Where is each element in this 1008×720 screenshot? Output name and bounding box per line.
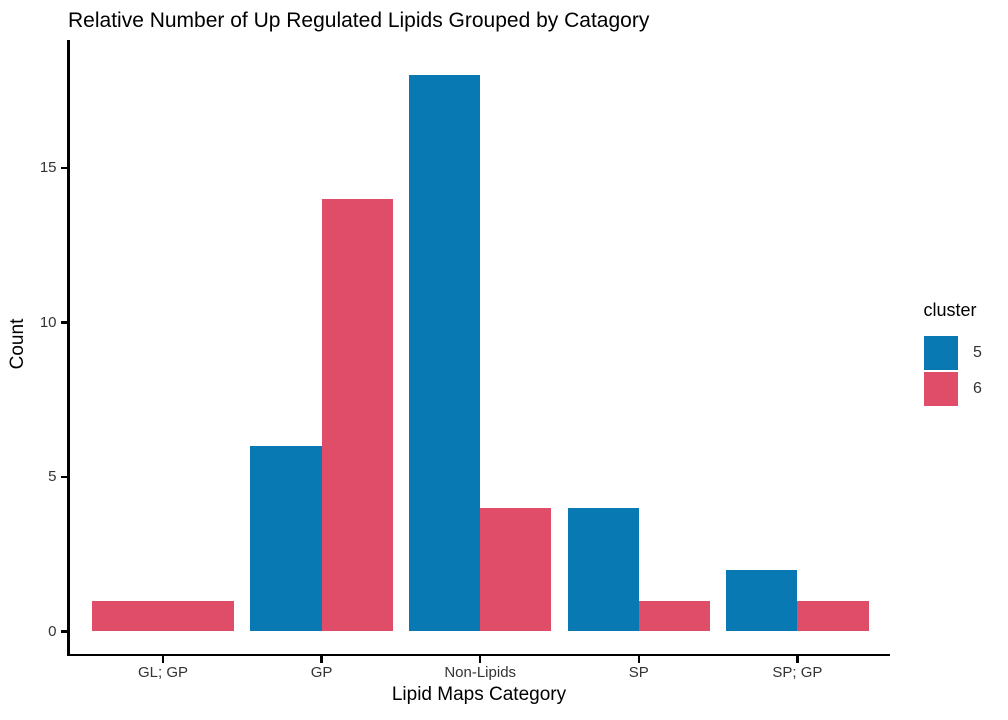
x-tick-label: GL; GP <box>137 664 189 681</box>
legend-title: cluster <box>923 300 977 320</box>
legend-entry-6: 6 <box>924 372 998 406</box>
x-tick-label: SP <box>628 664 649 681</box>
x-tick-label: Non-Lipids <box>444 664 517 681</box>
bar-cluster-5-SP; GP <box>726 569 798 632</box>
bar-cluster-5-SP <box>567 507 639 632</box>
bar-cluster-5-Non-Lipids <box>408 75 481 632</box>
bar-cluster-6-SP; GP <box>797 600 869 632</box>
y-tick <box>60 321 67 324</box>
x-tick <box>637 656 641 663</box>
bar-cluster-6-SP <box>638 600 711 632</box>
chart-title: Relative Number of Up Regulated Lipids G… <box>68 9 650 32</box>
x-tick <box>320 656 323 663</box>
y-tick <box>60 166 67 170</box>
x-axis-title: Lipid Maps Category <box>391 684 567 705</box>
bar-cluster-6-Non-Lipids <box>480 507 552 632</box>
y-tick <box>60 475 67 479</box>
bar-cluster-6-GL; GP <box>91 600 235 632</box>
legend-label: 5 <box>973 344 982 361</box>
x-tick <box>796 656 799 663</box>
bar-cluster-6-GP <box>321 198 393 632</box>
y-tick-label: 0 <box>48 622 57 640</box>
legend-entry-5: 5 <box>924 336 998 370</box>
legend-swatch-6 <box>924 372 958 406</box>
y-tick-label: 10 <box>39 313 57 331</box>
x-tick-label: SP; GP <box>772 664 823 681</box>
y-tick <box>60 630 67 633</box>
legend-label: 6 <box>973 380 982 397</box>
x-tick <box>161 656 165 663</box>
bar-cluster-5-GP <box>250 446 322 632</box>
x-axis-line <box>67 653 890 656</box>
y-tick-label: 15 <box>39 159 57 176</box>
x-tick-label: GP <box>310 664 333 681</box>
y-tick-label: 5 <box>48 468 57 485</box>
x-tick <box>478 656 482 663</box>
y-axis-line <box>67 40 70 656</box>
legend-swatch-5 <box>924 336 958 370</box>
